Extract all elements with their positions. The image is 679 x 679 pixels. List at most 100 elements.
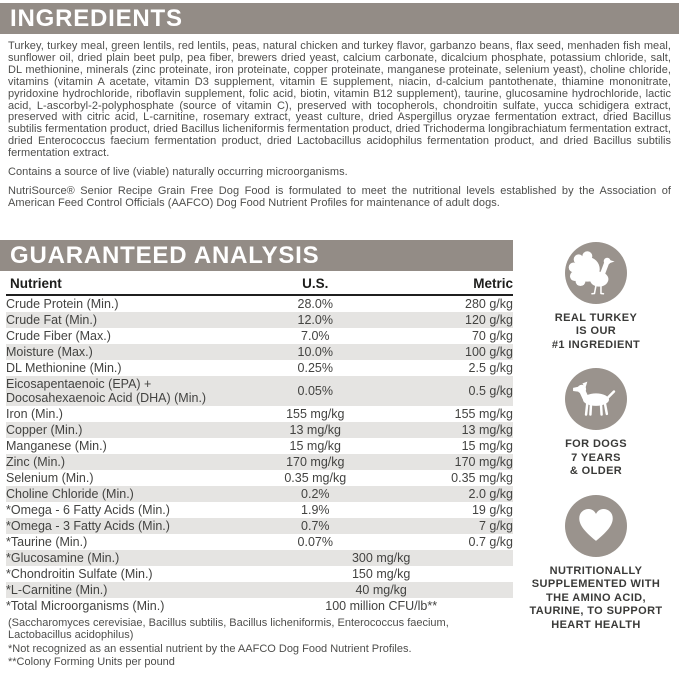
microorganisms-note: Contains a source of live (viable) natur… bbox=[8, 166, 348, 179]
us-value-cell: 0.2% bbox=[301, 486, 330, 501]
nutrient-cell: *Glucosamine (Min.) bbox=[6, 550, 120, 565]
table-footnotes: (Saccharomyces cerevisiae, Bacillus subt… bbox=[8, 617, 505, 669]
nutrient-cell: Zinc (Min.) bbox=[6, 454, 66, 469]
us-value-cell: 15 mg/kg bbox=[289, 438, 341, 453]
us-value-cell: 13 mg/kg bbox=[289, 422, 341, 437]
aafco-statement: NutriSource® Senior Recipe Grain Free Do… bbox=[8, 184, 671, 209]
badge-real-turkey: REAL TURKEY IS OUR #1 INGREDIENT bbox=[551, 241, 641, 353]
metric-value-cell: 0.5 g/kg bbox=[468, 383, 513, 398]
metric-value-cell: 70 g/kg bbox=[471, 328, 513, 343]
us-value-cell: 0.05% bbox=[297, 383, 333, 398]
metric-value-cell: 19 g/kg bbox=[471, 502, 513, 517]
metric-value-cell: 0.7 g/kg bbox=[468, 534, 513, 549]
metric-value-cell: 0.35 mg/kg bbox=[451, 470, 513, 485]
combined-value-cell: 100 million CFU/lb** bbox=[325, 598, 438, 613]
turkey-icon bbox=[565, 241, 627, 304]
table-row: Copper (Min.) 13 mg/kg 13 mg/kg bbox=[6, 421, 513, 438]
us-value-cell: 0.25% bbox=[297, 360, 333, 375]
us-value-cell: 0.35 mg/kg bbox=[284, 470, 347, 485]
table-row: DL Methionine (Min.) 0.25% 2.5 g/kg bbox=[6, 360, 513, 376]
nutrient-cell: Crude Fat (Min.) bbox=[6, 312, 97, 327]
metric-value-cell: 7 g/kg bbox=[478, 518, 513, 533]
us-value-cell: 10.0% bbox=[297, 344, 333, 359]
nutrient-cell: *Omega - 6 Fatty Acids (Min.) bbox=[6, 502, 170, 517]
us-value-cell: 0.7% bbox=[301, 518, 330, 533]
table-row: Zinc (Min.) 170 mg/kg 170 mg/kg bbox=[6, 453, 513, 470]
nutrient-cell: Eicosapentaenoic (EPA) + Docosahexaenoic… bbox=[6, 376, 207, 405]
table-header-row: Nutrient U.S. Metric bbox=[6, 273, 513, 296]
badge-rail: REAL TURKEY IS OUR #1 INGREDIENT bbox=[513, 240, 679, 670]
us-value-cell: 7.0% bbox=[301, 328, 330, 343]
guaranteed-analysis-table: Nutrient U.S. Metric Crude Protein (Min.… bbox=[6, 273, 513, 614]
combined-value-cell: 150 mg/kg bbox=[351, 566, 411, 581]
us-value-cell: 1.9% bbox=[301, 502, 330, 517]
combined-value-cell: 40 mg/kg bbox=[355, 582, 407, 597]
nutrient-cell: *Omega - 3 Fatty Acids (Min.) bbox=[6, 518, 170, 533]
metric-value-cell: 100 g/kg bbox=[465, 344, 513, 359]
table-row: Moisture (Max.) 10.0% 100 g/kg bbox=[6, 343, 513, 360]
nutrient-cell: *Taurine (Min.) bbox=[6, 534, 88, 549]
table-row: Choline Chloride (Min.) 0.2% 2.0 g/kg bbox=[6, 485, 513, 502]
metric-value-cell: 280 g/kg bbox=[465, 296, 513, 311]
table-row: *Chondroitin Sulfate (Min.) 150 mg/kg bbox=[6, 566, 513, 582]
ingredients-title: INGREDIENTS bbox=[10, 5, 183, 32]
nutrient-cell: Iron (Min.) bbox=[6, 406, 63, 421]
ingredients-paragraph: Turkey, turkey meal, green lentils, red … bbox=[8, 40, 671, 160]
badge-senior-dogs: FOR DOGS 7 YEARS & OLDER bbox=[565, 368, 627, 479]
analysis-section: GUARANTEED ANALYSIS Nutrient U.S. Metric… bbox=[0, 239, 679, 670]
metric-value-cell: 170 mg/kg bbox=[454, 454, 513, 469]
nutrient-cell: Crude Fiber (Max.) bbox=[6, 328, 111, 343]
us-value-cell: 12.0% bbox=[297, 312, 333, 327]
table-row: Iron (Min.) 155 mg/kg 155 mg/kg bbox=[6, 406, 513, 422]
metric-value-cell: 13 mg/kg bbox=[461, 422, 513, 437]
ingredients-header-bar: INGREDIENTS bbox=[0, 3, 679, 34]
us-value-cell: 28.0% bbox=[297, 296, 333, 311]
table-row: *Glucosamine (Min.) 300 mg/kg bbox=[6, 549, 513, 566]
table-row: *Total Microorganisms (Min.) 100 million … bbox=[6, 598, 513, 614]
badge-heart-health: NUTRITIONALLY SUPPLEMENTED WITH THE AMIN… bbox=[529, 494, 663, 633]
metric-value-cell: 2.0 g/kg bbox=[468, 486, 513, 501]
table-row: *L-Carnitine (Min.) 40 mg/kg bbox=[6, 581, 513, 598]
us-value-cell: 170 mg/kg bbox=[286, 454, 345, 469]
table-row: *Taurine (Min.) 0.07% 0.7 g/kg bbox=[6, 534, 513, 550]
guaranteed-analysis-title: GUARANTEED ANALYSIS bbox=[10, 241, 320, 269]
metric-value-cell: 155 mg/kg bbox=[454, 406, 513, 421]
table-row: Selenium (Min.) 0.35 mg/kg 0.35 mg/kg bbox=[6, 470, 513, 486]
column-header-metric: Metric bbox=[381, 273, 513, 296]
nutrient-cell: *L-Carnitine (Min.) bbox=[6, 582, 108, 597]
heart-icon bbox=[565, 494, 627, 557]
table-row: Crude Fat (Min.) 12.0% 120 g/kg bbox=[6, 311, 513, 328]
dog-icon bbox=[565, 368, 627, 431]
footnote-microorganism-species: (Saccharomyces cerevisiae, Bacillus subt… bbox=[8, 616, 449, 642]
nutrient-cell: Moisture (Max.) bbox=[6, 344, 93, 359]
analysis-table-body: Crude Protein (Min.) 28.0% 280 g/kg Crude F… bbox=[6, 295, 513, 614]
nutrient-cell: Selenium (Min.) bbox=[6, 470, 94, 485]
nutrient-cell: *Total Microorganisms (Min.) bbox=[6, 598, 165, 613]
metric-value-cell: 15 mg/kg bbox=[461, 438, 513, 453]
nutrient-cell: Choline Chloride (Min.) bbox=[6, 486, 134, 501]
badge-caption: REAL TURKEY IS OUR #1 INGREDIENT bbox=[551, 311, 641, 351]
metric-value-cell: 120 g/kg bbox=[465, 312, 513, 327]
table-row: Eicosapentaenoic (EPA) + Docosahexaenoic… bbox=[6, 375, 513, 406]
badge-caption: FOR DOGS 7 YEARS & OLDER bbox=[565, 438, 627, 478]
nutrient-cell: *Chondroitin Sulfate (Min.) bbox=[6, 566, 153, 581]
table-row: Crude Fiber (Max.) 7.0% 70 g/kg bbox=[6, 328, 513, 344]
nutrient-cell: Crude Protein (Min.) bbox=[6, 296, 119, 311]
table-row: Crude Protein (Min.) 28.0% 280 g/kg bbox=[6, 295, 513, 312]
metric-value-cell: 2.5 g/kg bbox=[468, 360, 513, 375]
analysis-column: GUARANTEED ANALYSIS Nutrient U.S. Metric… bbox=[0, 239, 513, 670]
table-row: *Omega - 3 Fatty Acids (Min.) 0.7% 7 g/kg bbox=[6, 517, 513, 534]
column-header-us: U.S. bbox=[249, 273, 382, 296]
nutrient-cell: DL Methionine (Min.) bbox=[6, 360, 122, 375]
table-row: *Omega - 6 Fatty Acids (Min.) 1.9% 19 g/kg bbox=[6, 502, 513, 518]
combined-value-cell: 300 mg/kg bbox=[351, 550, 411, 565]
nutrient-cell: Manganese (Min.) bbox=[6, 438, 107, 453]
badge-caption: NUTRITIONALLY SUPPLEMENTED WITH THE AMIN… bbox=[529, 564, 663, 631]
footnote-colony-forming-units: **Colony Forming Units per pound bbox=[8, 656, 175, 669]
us-value-cell: 0.07% bbox=[297, 534, 333, 549]
footnote-not-recognized: *Not recognized as an essential nutrient… bbox=[8, 642, 412, 655]
guaranteed-analysis-header-bar: GUARANTEED ANALYSIS bbox=[0, 239, 513, 271]
nutrient-cell: Copper (Min.) bbox=[6, 422, 83, 437]
table-row: Manganese (Min.) 15 mg/kg 15 mg/kg bbox=[6, 438, 513, 454]
